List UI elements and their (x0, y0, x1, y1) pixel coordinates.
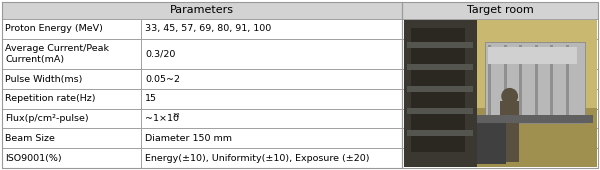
Text: Flux(p/cm²-pulse): Flux(p/cm²-pulse) (5, 114, 89, 123)
Bar (2, 148, 141, 168)
Bar (402, 89, 598, 109)
Bar (141, 39, 402, 69)
Bar (504, 45, 507, 120)
Bar (535, 45, 538, 120)
Text: ISO9001(%): ISO9001(%) (5, 154, 62, 163)
Bar (402, 129, 598, 148)
Bar (141, 148, 402, 168)
Text: 15: 15 (145, 94, 157, 103)
Text: Repetition rate(Hz): Repetition rate(Hz) (5, 94, 95, 103)
Bar (485, 42, 585, 123)
Bar (141, 19, 402, 39)
Bar (550, 45, 553, 120)
Bar (407, 130, 473, 136)
Bar (404, 20, 477, 166)
Text: 0.05~2: 0.05~2 (145, 75, 180, 84)
Text: Average Current/Peak
Current(mA): Average Current/Peak Current(mA) (5, 44, 109, 64)
Bar (2, 39, 141, 69)
Text: Parameters: Parameters (170, 5, 234, 15)
Bar (141, 109, 402, 129)
Bar (402, 148, 598, 168)
Text: 0.3/20: 0.3/20 (145, 49, 175, 58)
Text: Pulse Width(ms): Pulse Width(ms) (5, 75, 82, 84)
Bar (500, 101, 519, 162)
Text: Proton Energy (MeV): Proton Energy (MeV) (5, 24, 103, 33)
Bar (402, 2, 598, 19)
Bar (411, 28, 465, 152)
Bar (402, 109, 598, 129)
Bar (141, 69, 402, 89)
Bar (488, 47, 577, 64)
Text: 12: 12 (172, 113, 180, 118)
Bar (407, 86, 473, 92)
Text: 33, 45, 57, 69, 80, 91, 100: 33, 45, 57, 69, 80, 91, 100 (145, 24, 271, 33)
Bar (520, 45, 522, 120)
Bar (141, 129, 402, 148)
Bar (407, 108, 473, 114)
Bar (2, 2, 402, 19)
Bar (2, 19, 141, 39)
Bar (2, 129, 141, 148)
Bar (566, 45, 569, 120)
Bar (402, 19, 598, 39)
Circle shape (502, 89, 517, 104)
Text: Beam Size: Beam Size (5, 134, 55, 143)
Bar (141, 89, 402, 109)
Bar (477, 123, 506, 164)
Bar (404, 108, 596, 166)
Text: Energy(±10), Uniformity(±10), Exposure (±20): Energy(±10), Uniformity(±10), Exposure (… (145, 154, 370, 163)
Text: Target room: Target room (467, 5, 533, 15)
Bar (402, 69, 598, 89)
Bar (2, 89, 141, 109)
Bar (407, 42, 473, 48)
Bar (402, 39, 598, 69)
Bar (477, 115, 593, 123)
Bar (488, 45, 491, 120)
Bar (404, 20, 596, 166)
Text: ~1×10: ~1×10 (145, 114, 179, 123)
Bar (2, 69, 141, 89)
Bar (407, 64, 473, 70)
Text: Diameter 150 mm: Diameter 150 mm (145, 134, 232, 143)
Bar (2, 109, 141, 129)
